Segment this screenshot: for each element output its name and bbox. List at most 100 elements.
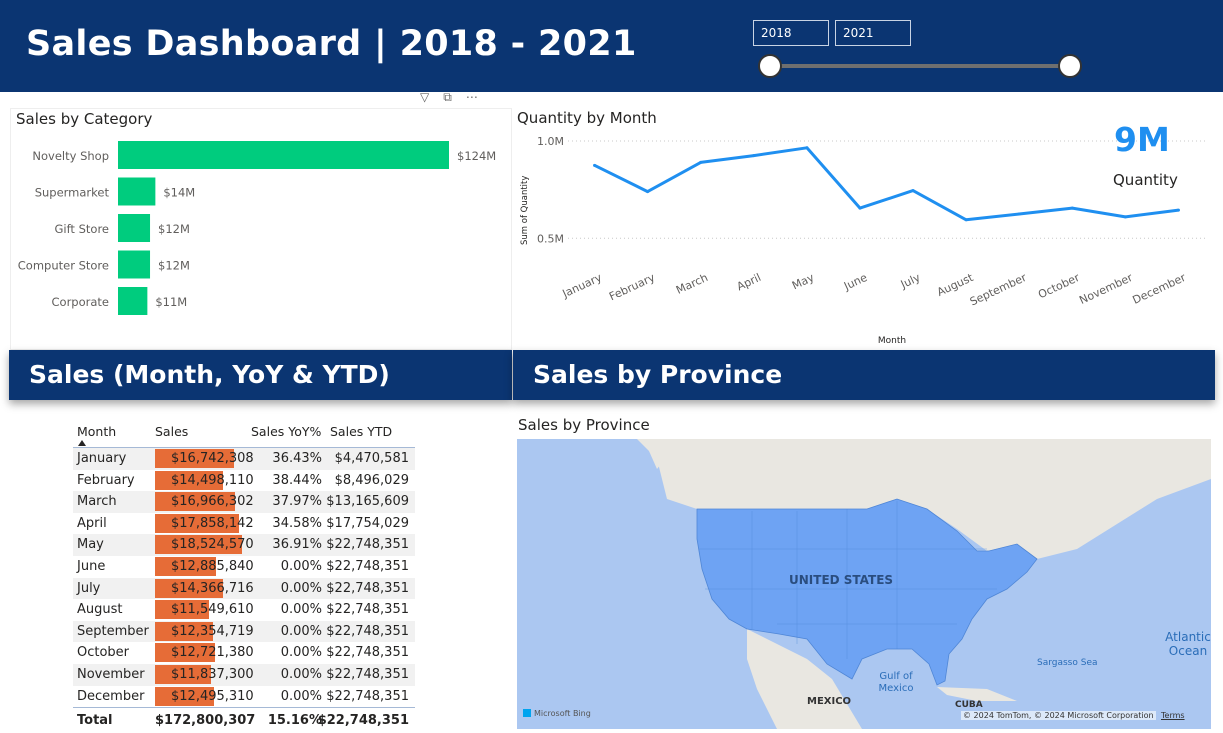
sales-yoy-cell: 37.97% (272, 494, 322, 510)
column-header-month[interactable]: Month (77, 424, 117, 439)
column-header-sales[interactable]: Sales (155, 424, 189, 439)
column-header-sales-ytd[interactable]: Sales YTD (330, 424, 393, 439)
column-header-sales-yoy[interactable]: Sales YoY% (251, 424, 322, 439)
month-cell: May (77, 537, 104, 553)
sales-cell: $14,366,716 (171, 580, 254, 596)
table-row[interactable]: August $11,549,610 0.00% $22,748,351 (73, 599, 415, 621)
province-map[interactable]: UNITED STATES Atlantic Ocean Sargasso Se… (517, 439, 1211, 729)
sales-yoy-cell: 0.00% (280, 666, 322, 682)
quantity-data-point[interactable] (646, 190, 650, 194)
quantity-data-point[interactable] (699, 160, 703, 164)
category-data-label: $14M (163, 186, 195, 200)
year-range-slider-track[interactable] (770, 64, 1070, 68)
quantity-data-point[interactable] (858, 206, 862, 210)
sales-ytd-cell: $22,748,351 (326, 580, 409, 596)
table-row[interactable]: October $12,721,380 0.00% $22,748,351 (73, 642, 415, 664)
table-row[interactable]: April $17,858,142 34.58% $17,754,029 (73, 513, 415, 535)
quantity-data-point[interactable] (805, 146, 809, 150)
quantity-data-point[interactable] (1123, 215, 1127, 219)
month-cell: July (77, 580, 101, 596)
month-cell: February (77, 472, 135, 488)
canada-landmass (517, 439, 1211, 559)
filter-icon[interactable]: ▽ (420, 90, 430, 104)
category-bar[interactable] (118, 177, 156, 206)
quantity-data-point[interactable] (1017, 212, 1021, 216)
sales-cell: $12,721,380 (171, 645, 254, 661)
month-cell: October (77, 645, 130, 661)
sales-ytd-cell: $17,754,029 (326, 515, 409, 531)
year-end-input[interactable]: 2021 (835, 20, 911, 46)
table-row[interactable]: May $18,524,570 36.91% $22,748,351 (73, 534, 415, 556)
category-bar[interactable] (118, 214, 151, 242)
category-bar[interactable] (118, 250, 151, 279)
visual-header-icons: ▽ ⧉ ⋯ (420, 86, 510, 104)
year-range-end-handle[interactable] (1058, 54, 1082, 78)
quantity-x-tick-label: December (1131, 271, 1189, 307)
total-sales: $172,800,307 (155, 713, 256, 729)
sales-cell: $11,837,300 (171, 666, 254, 682)
category-data-label: $12M (158, 259, 190, 273)
year-range-start-handle[interactable] (758, 54, 782, 78)
quantity-x-axis-label: Month (878, 336, 906, 346)
table-header: Month Sales Sales YoY% Sales YTD (73, 420, 415, 448)
quantity-chart-title: Quantity by Month (517, 109, 657, 127)
map-terms-link[interactable]: Terms (1161, 711, 1185, 720)
quantity-x-tick-label: February (607, 271, 657, 304)
sales-yoy-cell: 0.00% (280, 645, 322, 661)
quantity-data-point[interactable] (593, 163, 597, 167)
sales-yoy-cell: 0.00% (280, 688, 322, 704)
month-cell: April (77, 515, 107, 531)
sales-ytd-cell: $22,748,351 (326, 645, 409, 661)
month-cell: August (77, 602, 123, 618)
quantity-data-point[interactable] (1176, 208, 1180, 212)
quantity-x-tick-label: September (968, 271, 1029, 309)
table-row[interactable]: July $14,366,716 0.00% $22,748,351 (73, 577, 415, 600)
sales-yoy-cell: 0.00% (280, 558, 322, 574)
sales-ytd-cell: $8,496,029 (334, 472, 409, 488)
sales-cell: $12,354,719 (171, 623, 254, 639)
map-copyright: © 2024 TomTom, © 2024 Microsoft Corporat… (961, 711, 1156, 720)
category-bar[interactable] (118, 141, 449, 169)
table-row[interactable]: February $14,498,110 38.44% $8,496,029 (73, 470, 415, 492)
more-options-icon[interactable]: ⋯ (465, 90, 478, 104)
table-row[interactable]: March $16,966,302 37.97% $13,165,609 (73, 491, 415, 513)
sales-ytd-cell: $4,470,581 (334, 451, 409, 466)
quantity-chart-panel: Quantity by Month 1.0M 0.5M Sum of Quantit… (513, 108, 1213, 350)
table-row[interactable]: June $12,885,840 0.00% $22,748,351 (73, 556, 415, 578)
quantity-x-tick-label: May (790, 271, 817, 293)
quantity-data-point[interactable] (964, 218, 968, 222)
month-cell: June (77, 558, 106, 574)
sales-data-bar (155, 556, 216, 576)
category-data-label: $12M (158, 222, 190, 236)
focus-mode-icon[interactable]: ⧉ (443, 90, 452, 104)
quantity-x-tick-label: January (560, 271, 605, 301)
sales-cell: $16,966,302 (171, 494, 254, 510)
sales-data-bar (155, 621, 213, 641)
sales-data-bar (155, 643, 215, 663)
sales-section-banner: Sales (Month, YoY & YTD) (9, 350, 512, 400)
sales-yoy-cell: 38.44% (272, 472, 322, 488)
sales-data-bar (155, 686, 214, 706)
sales-cell: $18,524,570 (171, 537, 254, 553)
quantity-data-point[interactable] (752, 154, 756, 158)
category-bar[interactable] (118, 287, 148, 315)
sales-data-bar (155, 449, 234, 468)
quantity-data-point[interactable] (1070, 206, 1074, 210)
table-row[interactable]: December $12,495,310 0.00% $22,748,351 (73, 686, 415, 708)
cuba-landmass (937, 687, 1017, 701)
sales-data-bar (155, 513, 239, 533)
table-row[interactable]: September $12,354,719 0.00% $22,748,351 (73, 620, 415, 643)
quantity-kpi-label: Quantity (1113, 171, 1178, 189)
category-tick-label: Gift Store (54, 222, 109, 236)
sales-cell: $17,858,142 (171, 515, 254, 531)
table-row[interactable]: January $16,742,308 36.43% $4,470,581 (73, 448, 415, 470)
quantity-data-point[interactable] (911, 189, 915, 193)
sales-data-bar (155, 600, 210, 620)
quantity-series-line[interactable] (593, 146, 1179, 222)
year-start-input[interactable]: 2018 (753, 20, 829, 46)
table-row[interactable]: November $11,837,300 0.00% $22,748,351 (73, 663, 415, 686)
sales-ytd-cell: $22,748,351 (326, 623, 409, 639)
province-map-title: Sales by Province (518, 416, 650, 434)
month-cell: March (77, 494, 117, 510)
sales-data-bar (155, 470, 224, 490)
